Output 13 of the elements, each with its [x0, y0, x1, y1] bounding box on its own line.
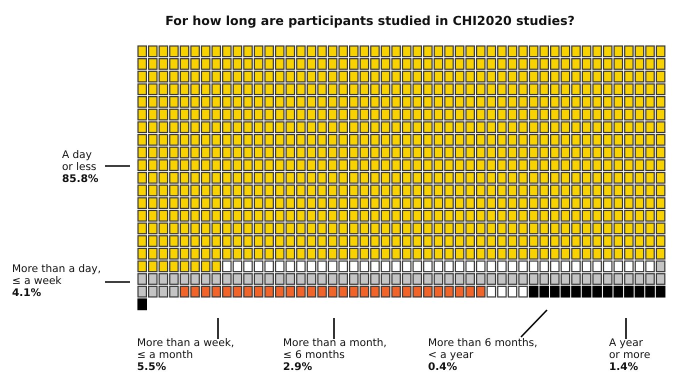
- data-label: 1.4%: [609, 361, 639, 373]
- data-label: 0.4%: [428, 361, 458, 373]
- category-label: More than a day, ≤ a week: [12, 263, 101, 287]
- category-label: A day or less: [62, 149, 96, 173]
- category-label: More than a week, ≤ a month: [137, 337, 234, 361]
- category-label: More than 6 months, < a year: [428, 337, 538, 361]
- data-label: 4.1%: [12, 287, 42, 299]
- category-label: More than a month, ≤ 6 months: [283, 337, 387, 361]
- text: For how long are participants studied in CHI2020 studies?: [165, 13, 575, 28]
- data-label: 85.8%: [62, 173, 99, 185]
- data-label: 2.9%: [283, 361, 313, 373]
- category-label: A year or more: [609, 337, 650, 361]
- data-label: 5.5%: [137, 361, 167, 373]
